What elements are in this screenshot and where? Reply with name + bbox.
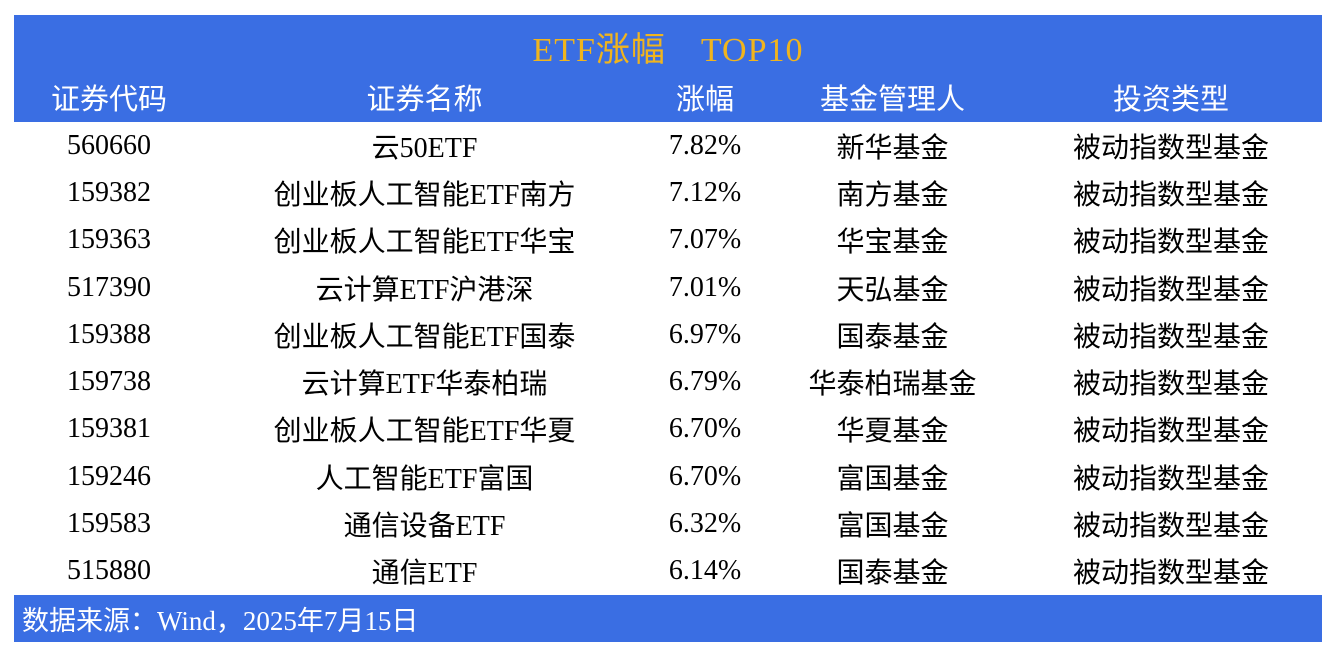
type-cell: 被动指数型基金: [1072, 321, 1269, 353]
manager-cell: 富国基金: [836, 463, 949, 495]
name-cell: 人工智能ETF富国: [315, 463, 534, 495]
table-row: 159583 通信设备ETF 6.32% 富国基金 被动指数型基金: [14, 500, 1322, 547]
change-cell: 7.82%: [668, 129, 742, 161]
type-cell: 被动指数型基金: [1072, 511, 1269, 543]
code-cell: 517390: [67, 271, 151, 303]
column-header-0: 证券代码: [50, 83, 167, 116]
source-bar: 数据来源：Wind，2025年7月15日: [14, 595, 1322, 642]
column-header-3: 基金管理人: [819, 83, 965, 116]
change-cell: 7.01%: [668, 271, 742, 303]
table-row: 159388 创业板人工智能ETF国泰 6.97% 国泰基金 被动指数型基金: [14, 311, 1322, 358]
change-cell: 6.79%: [668, 366, 742, 398]
change-cell: 6.70%: [668, 460, 742, 492]
type-cell: 被动指数型基金: [1072, 227, 1269, 259]
manager-cell: 华泰柏瑞基金: [808, 369, 977, 401]
code-cell: 159246: [67, 460, 151, 492]
column-header-4: 投资类型: [1112, 83, 1229, 116]
change-cell: 6.70%: [668, 413, 742, 445]
type-cell: 被动指数型基金: [1072, 179, 1269, 211]
data-source-text: 数据来源：Wind，2025年7月15日: [22, 606, 419, 636]
manager-cell: 天弘基金: [836, 274, 949, 306]
type-cell: 被动指数型基金: [1072, 369, 1269, 401]
manager-cell: 国泰基金: [836, 558, 949, 590]
table-header-band: ETF涨幅 TOP10 证券代码 证券名称 涨幅 基金管理人 投资类型: [14, 15, 1322, 122]
code-cell: 159363: [67, 224, 151, 256]
table-row: 159363 创业板人工智能ETF华宝 7.07% 华宝基金 被动指数型基金: [14, 217, 1322, 264]
manager-cell: 国泰基金: [836, 321, 949, 353]
code-cell: 159738: [67, 366, 151, 398]
manager-cell: 新华基金: [836, 132, 949, 164]
table-row: 560660 云50ETF 7.82% 新华基金 被动指数型基金: [14, 122, 1322, 169]
type-cell: 被动指数型基金: [1072, 274, 1269, 306]
change-cell: 6.97%: [668, 318, 742, 350]
change-cell: 7.12%: [668, 176, 742, 208]
code-cell: 159388: [67, 318, 151, 350]
name-cell: 创业板人工智能ETF华宝: [273, 227, 576, 259]
table-row: 515880 通信ETF 6.14% 国泰基金 被动指数型基金: [14, 548, 1322, 595]
column-header-row: 证券代码 证券名称 涨幅 基金管理人 投资类型: [14, 71, 1322, 122]
name-cell: 通信ETF: [371, 558, 478, 590]
column-header-2: 涨幅: [675, 83, 734, 116]
manager-cell: 华夏基金: [836, 416, 949, 448]
table-row: 159738 云计算ETF华泰柏瑞 6.79% 华泰柏瑞基金 被动指数型基金: [14, 358, 1322, 405]
manager-cell: 南方基金: [836, 179, 949, 211]
code-cell: 159583: [67, 508, 151, 540]
etf-gains-table: ETF涨幅 TOP10 证券代码 证券名称 涨幅 基金管理人 投资类型 560660 云5…: [14, 15, 1322, 642]
name-cell: 创业板人工智能ETF国泰: [273, 321, 576, 353]
table-row: 517390 云计算ETF沪港深 7.01% 天弘基金 被动指数型基金: [14, 264, 1322, 311]
change-cell: 6.32%: [668, 508, 742, 540]
name-cell: 创业板人工智能ETF华夏: [273, 416, 576, 448]
type-cell: 被动指数型基金: [1072, 463, 1269, 495]
change-cell: 6.14%: [668, 555, 742, 587]
code-cell: 159382: [67, 176, 151, 208]
name-cell: 云计算ETF沪港深: [315, 274, 534, 306]
table-title: ETF涨幅 TOP10: [532, 31, 804, 69]
change-cell: 7.07%: [668, 224, 742, 256]
name-cell: 云50ETF: [371, 132, 478, 164]
code-cell: 515880: [67, 555, 151, 587]
code-cell: 560660: [67, 129, 151, 161]
manager-cell: 富国基金: [836, 511, 949, 543]
name-cell: 通信设备ETF: [343, 511, 506, 543]
table-row: 159381 创业板人工智能ETF华夏 6.70% 华夏基金 被动指数型基金: [14, 406, 1322, 453]
type-cell: 被动指数型基金: [1072, 132, 1269, 164]
table-body: 560660 云50ETF 7.82% 新华基金 被动指数型基金 159382 创业板人工智…: [14, 122, 1322, 595]
type-cell: 被动指数型基金: [1072, 558, 1269, 590]
type-cell: 被动指数型基金: [1072, 416, 1269, 448]
table-row: 159382 创业板人工智能ETF南方 7.12% 南方基金 被动指数型基金: [14, 169, 1322, 216]
table-row: 159246 人工智能ETF富国 6.70% 富国基金 被动指数型基金: [14, 453, 1322, 500]
code-cell: 159381: [67, 413, 151, 445]
column-header-1: 证券名称: [366, 83, 483, 116]
name-cell: 创业板人工智能ETF南方: [273, 179, 576, 211]
name-cell: 云计算ETF华泰柏瑞: [301, 369, 548, 401]
manager-cell: 华宝基金: [836, 227, 949, 259]
